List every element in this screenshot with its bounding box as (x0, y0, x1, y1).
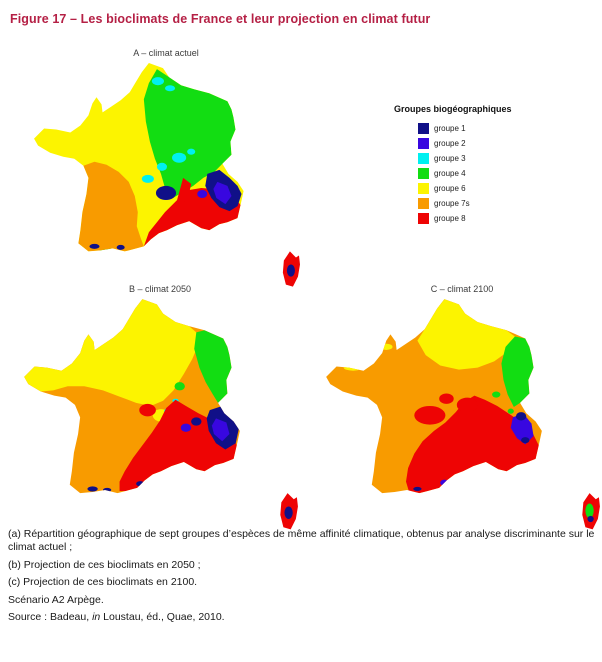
caption-block: (a) Répartition géographique de sept gro… (8, 528, 596, 629)
map-a-canvas (30, 59, 302, 291)
region-groupe-2 (440, 479, 449, 486)
legend-swatch (418, 153, 429, 164)
legend-item: groupe 3 (418, 151, 544, 166)
legend-item-label: groupe 4 (434, 169, 466, 178)
legend-title: Groupes biogéographiques (394, 104, 512, 114)
legend-swatch (418, 183, 429, 194)
source-prefix: Source : Badeau, (8, 611, 93, 623)
region-groupe-2 (510, 413, 534, 445)
caption-c: (c) Projection de ces bioclimats en 2100… (8, 576, 198, 588)
region-groupe-1 (102, 487, 112, 493)
region-groupe-6 (24, 299, 199, 406)
legend-swatch (418, 168, 429, 179)
map-b-label: B – climat 2050 (128, 284, 192, 294)
region-groupe-2 (211, 418, 230, 442)
region-groupe-1 (87, 486, 98, 492)
region-groupe-1 (155, 185, 177, 201)
region-groupe-1 (587, 515, 594, 523)
region-groupe-8 (439, 393, 454, 404)
region-groupe-3 (172, 152, 187, 163)
figure-title: Figure 17 – Les bioclimats de France et … (10, 12, 431, 26)
legend-item: groupe 7s (418, 196, 544, 211)
legend-item: groupe 6 (418, 181, 544, 196)
map-climat-2050: B – climat 2050 (20, 284, 300, 534)
region-groupe-1 (191, 417, 202, 426)
region-groupe-1 (521, 437, 530, 444)
region-groupe-6 (343, 364, 363, 371)
region-groupe-6 (417, 299, 515, 370)
region-groupe-1 (116, 244, 125, 250)
caption-b: (b) Projection de ces bioclimats en 2050… (8, 558, 201, 571)
map-climat-actuel: A – climat actuel (30, 48, 302, 291)
france-map-b (24, 299, 298, 530)
legend-item-label: groupe 1 (434, 124, 466, 133)
region-groupe-1 (136, 481, 145, 487)
region-groupe-7s (78, 161, 144, 252)
legend: Groupes biogéographiques groupe 1 groupe… (394, 104, 544, 226)
source-in: in (92, 611, 101, 623)
caption-source: Source : Badeau, in Loustau, éd., Quae, … (8, 611, 596, 624)
region-groupe-8 (139, 403, 156, 417)
map-a-label: A – climat actuel (133, 48, 199, 58)
region-groupe-2 (197, 189, 208, 199)
source-suffix: Loustau, éd., Quae, 2010. (100, 611, 225, 623)
legend-item-label: groupe 2 (434, 139, 466, 148)
legend-item-label: groupe 3 (434, 154, 466, 163)
map-b-canvas (20, 295, 300, 534)
region-groupe-4 (194, 330, 232, 403)
legend-swatch (418, 213, 429, 224)
map-c-label: C – climat 2100 (430, 284, 494, 294)
region-groupe-1 (286, 264, 295, 277)
region-groupe-8 (456, 397, 478, 413)
region-groupe-6 (380, 343, 393, 350)
region-groupe-4 (585, 503, 594, 518)
map-climat-2100: C – climat 2100 (322, 284, 602, 534)
legend-item: groupe 1 (418, 121, 544, 136)
region-groupe-3 (151, 77, 164, 86)
map-c-canvas (322, 295, 602, 534)
region-groupe-2 (213, 181, 232, 205)
legend-item-label: groupe 7s (434, 199, 470, 208)
region-groupe-1 (515, 412, 527, 421)
caption-a: (a) Répartition géographique de sept gro… (8, 528, 595, 553)
legend-item: groupe 2 (418, 136, 544, 151)
region-groupe-3 (187, 148, 196, 155)
region-groupe-1 (413, 486, 422, 491)
legend-item-label: groupe 6 (434, 184, 466, 193)
region-groupe-3 (156, 162, 168, 171)
region-groupe-1 (89, 243, 100, 249)
france-map-c (326, 299, 600, 530)
legend-item-label: groupe 8 (434, 214, 466, 223)
region-groupe-4 (501, 336, 534, 407)
region-groupe-8 (406, 395, 539, 494)
region-groupe-3 (141, 174, 154, 183)
region-groupe-8 (414, 405, 446, 425)
legend-swatch (418, 138, 429, 149)
region-groupe-2 (180, 423, 192, 432)
legend-item: groupe 4 (418, 166, 544, 181)
legend-item: groupe 8 (418, 211, 544, 226)
legend-swatch (418, 198, 429, 209)
region-groupe-1 (284, 506, 293, 519)
france-map-a (34, 63, 300, 287)
region-groupe-3 (164, 85, 176, 92)
region-groupe-4 (507, 408, 514, 414)
region-groupe-4 (174, 382, 185, 391)
region-groupe-8 (177, 177, 192, 203)
region-groupe-4 (492, 391, 501, 398)
legend-swatch (418, 123, 429, 134)
legend-rows: groupe 1 groupe 2 groupe 3 groupe 4 grou… (394, 121, 544, 226)
caption-scenario: Scénario A2 Arpège. (8, 593, 104, 606)
